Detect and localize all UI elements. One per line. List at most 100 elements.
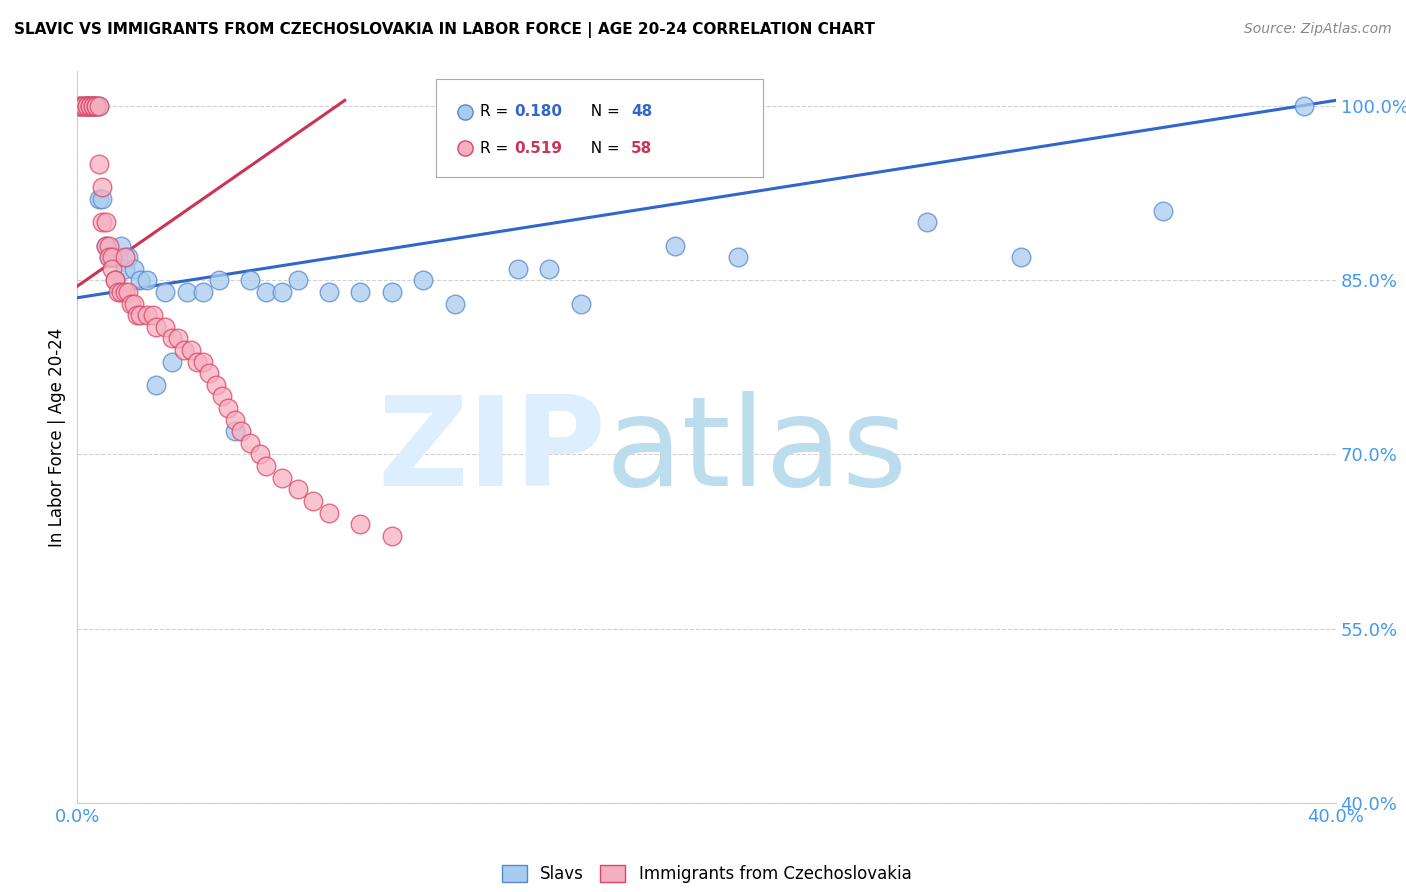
Point [1035, 221, 1057, 235]
Point [82, 99, 104, 113]
Point [381, 285, 404, 299]
Point [217, 401, 239, 415]
Point [117, 285, 139, 299]
Point [538, 261, 561, 276]
Point [89, 157, 111, 171]
Text: ZIP: ZIP [377, 392, 606, 512]
Point [101, 261, 124, 276]
Point [89, 192, 111, 206]
Point [135, 273, 157, 287]
Point [94, 215, 117, 229]
Point [186, 354, 208, 368]
Point [176, 285, 198, 299]
Point [72, 99, 94, 113]
Point [114, 261, 136, 276]
Text: 0.180: 0.180 [515, 104, 562, 120]
Point [97, 238, 120, 252]
Point [79, 99, 101, 113]
Point [167, 331, 190, 345]
Point [287, 483, 309, 497]
Point [76, 99, 98, 113]
Point [76, 99, 98, 113]
Point [1294, 99, 1316, 113]
Point [82, 99, 104, 113]
Point [191, 354, 215, 368]
Point [224, 412, 246, 426]
Point [122, 261, 145, 276]
Point [254, 459, 277, 474]
Point [122, 296, 145, 310]
Point [104, 250, 127, 264]
Text: R =: R = [479, 141, 513, 156]
Point [91, 215, 114, 229]
Point [506, 261, 529, 276]
Point [117, 250, 139, 264]
Point [76, 99, 98, 113]
Point [381, 529, 404, 543]
Point [198, 366, 221, 380]
Point [97, 250, 120, 264]
Point [104, 273, 127, 287]
Point [72, 99, 94, 113]
Point [180, 343, 202, 357]
Point [69, 99, 91, 113]
Text: N =: N = [581, 141, 624, 156]
Point [249, 448, 271, 462]
Point [120, 296, 142, 310]
Point [129, 273, 152, 287]
Point [1010, 250, 1032, 264]
Point [94, 238, 117, 252]
Legend: Slavs, Immigrants from Czechoslovakia: Slavs, Immigrants from Czechoslovakia [495, 858, 918, 889]
Point [82, 99, 104, 113]
Point [107, 285, 129, 299]
Point [79, 99, 101, 113]
Point [569, 296, 592, 310]
Point [82, 99, 104, 113]
Point [1152, 203, 1174, 218]
Point [101, 250, 124, 264]
Point [79, 99, 101, 113]
Point [135, 308, 157, 322]
Point [114, 285, 136, 299]
Point [229, 424, 252, 438]
Text: 0.519: 0.519 [515, 141, 562, 156]
Point [239, 273, 262, 287]
Point [94, 238, 117, 252]
Point [160, 331, 183, 345]
Point [69, 99, 91, 113]
Text: 58: 58 [631, 141, 652, 156]
Point [89, 99, 111, 113]
Point [69, 99, 91, 113]
Point [270, 285, 292, 299]
Point [114, 250, 136, 264]
Point [104, 273, 127, 287]
Point [91, 180, 114, 194]
Point [239, 436, 262, 450]
Text: Source: ZipAtlas.com: Source: ZipAtlas.com [1244, 22, 1392, 37]
Point [349, 517, 371, 532]
FancyBboxPatch shape [436, 78, 763, 178]
Point [127, 308, 149, 322]
Point [110, 238, 132, 252]
Point [412, 273, 434, 287]
Point [72, 99, 94, 113]
Point [191, 285, 215, 299]
Point [204, 377, 226, 392]
Point [155, 285, 177, 299]
Point [84, 99, 107, 113]
Point [142, 308, 165, 322]
Point [208, 273, 231, 287]
Point [84, 99, 107, 113]
Text: atlas: atlas [606, 392, 908, 512]
Point [349, 285, 371, 299]
Point [318, 506, 340, 520]
Point [173, 343, 195, 357]
Point [254, 285, 277, 299]
Point [160, 354, 183, 368]
Point [727, 250, 749, 264]
Text: N =: N = [581, 104, 624, 120]
Text: R =: R = [479, 104, 513, 120]
Point [76, 99, 98, 113]
Point [110, 285, 132, 299]
Point [211, 389, 233, 403]
